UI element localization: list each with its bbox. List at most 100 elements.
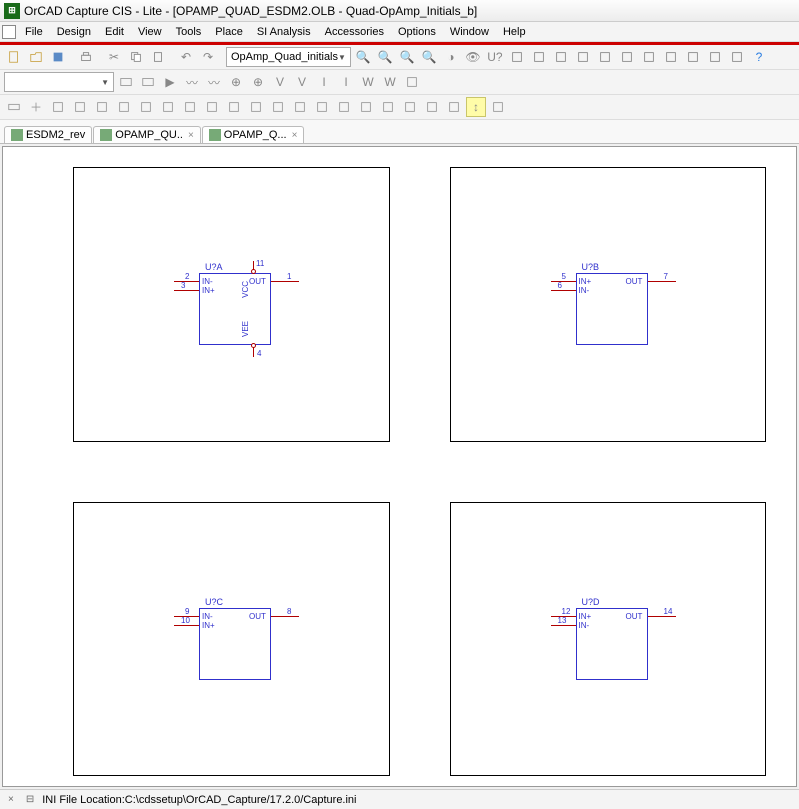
t2-a[interactable] [116, 72, 136, 92]
t3-2[interactable] [26, 97, 46, 117]
t3-22[interactable]: ↕ [466, 97, 486, 117]
opamp-symbol[interactable]: U?B IN+ IN- OUT 5 6 7 [546, 258, 696, 388]
opamp-symbol[interactable]: U?A IN- IN+ OUT 2 3 1 VCC 11 VEE 4 [169, 258, 319, 388]
zoom-fit-button[interactable]: 🔍 [419, 47, 439, 67]
pin-wire [648, 616, 676, 617]
t3-7[interactable] [136, 97, 156, 117]
t3-10[interactable] [202, 97, 222, 117]
help-button[interactable]: ? [749, 47, 769, 67]
close-icon[interactable]: × [188, 130, 194, 141]
part-selector[interactable]: OpAmp_Quad_initials ▼ [226, 47, 351, 67]
undo-button[interactable]: ↶ [176, 47, 196, 67]
selector-2[interactable]: ▼ [4, 72, 114, 92]
tool-u1[interactable]: U? [485, 47, 505, 67]
tool-i[interactable] [639, 47, 659, 67]
tab-icon [100, 129, 112, 141]
paste-button[interactable] [148, 47, 168, 67]
t2-b[interactable] [138, 72, 158, 92]
zoom-area-button[interactable]: 🔍 [397, 47, 417, 67]
zoom-in-button[interactable]: 🔍 [353, 47, 373, 67]
t3-19[interactable] [400, 97, 420, 117]
redo-button[interactable]: ↷ [198, 47, 218, 67]
tool-j[interactable] [661, 47, 681, 67]
schematic-canvas[interactable]: U?A IN- IN+ OUT 2 3 1 VCC 11 VEE 4 U?B I… [2, 146, 797, 787]
t3-4[interactable] [70, 97, 90, 117]
tool-c[interactable] [507, 47, 527, 67]
tool-k[interactable] [683, 47, 703, 67]
menu-design[interactable]: Design [50, 24, 98, 40]
tab-label: OPAMP_Q... [224, 129, 287, 141]
t2-m[interactable] [402, 72, 422, 92]
tool-f[interactable] [573, 47, 593, 67]
copy-button[interactable] [126, 47, 146, 67]
pin-label-in-bot: IN+ [202, 286, 215, 295]
t3-21[interactable] [444, 97, 464, 117]
t2-k[interactable]: W [358, 72, 378, 92]
status-bar: × ⊟ INI File Location:C:\cdssetup\OrCAD_… [0, 789, 799, 809]
t3-17[interactable] [356, 97, 376, 117]
t2-f[interactable]: ⊕ [248, 72, 268, 92]
t3-8[interactable] [158, 97, 178, 117]
t2-g[interactable]: V [270, 72, 290, 92]
menu-si-analysis[interactable]: SI Analysis [250, 24, 318, 40]
tool-d[interactable] [529, 47, 549, 67]
cut-button[interactable]: ✂ [104, 47, 124, 67]
t2-c[interactable]: 〰 [182, 72, 202, 92]
tab-esdm2[interactable]: ESDM2_rev [4, 126, 92, 143]
menu-place[interactable]: Place [208, 24, 250, 40]
status-close-icon[interactable]: × [4, 793, 18, 806]
menu-tools[interactable]: Tools [169, 24, 209, 40]
t3-6[interactable] [114, 97, 134, 117]
save-button[interactable] [48, 47, 68, 67]
tab-opamp-2[interactable]: OPAMP_Q... × [202, 126, 305, 143]
t2-i[interactable]: I [314, 72, 334, 92]
new-button[interactable] [4, 47, 24, 67]
tool-l[interactable] [705, 47, 725, 67]
tool-b[interactable]: 👁 [463, 47, 483, 67]
tool-e[interactable] [551, 47, 571, 67]
t3-12[interactable] [246, 97, 266, 117]
menu-accessories[interactable]: Accessories [318, 24, 391, 40]
t3-1[interactable] [4, 97, 24, 117]
t3-15[interactable] [312, 97, 332, 117]
pin-wire [174, 290, 199, 291]
t2-j[interactable]: I [336, 72, 356, 92]
t2-play[interactable]: ▶ [160, 72, 180, 92]
open-button[interactable] [26, 47, 46, 67]
print-button[interactable] [76, 47, 96, 67]
tool-m[interactable] [727, 47, 747, 67]
system-menu-icon[interactable] [2, 25, 16, 39]
t3-11[interactable] [224, 97, 244, 117]
t3-23[interactable] [488, 97, 508, 117]
menu-file[interactable]: File [18, 24, 50, 40]
t2-e[interactable]: ⊕ [226, 72, 246, 92]
t3-18[interactable] [378, 97, 398, 117]
menu-window[interactable]: Window [443, 24, 496, 40]
close-icon[interactable]: × [292, 130, 298, 141]
menu-options[interactable]: Options [391, 24, 443, 40]
t2-h[interactable]: V [292, 72, 312, 92]
t3-14[interactable] [290, 97, 310, 117]
tool-a[interactable]: ◑ [441, 47, 461, 67]
t3-3[interactable] [48, 97, 68, 117]
opamp-symbol[interactable]: U?D IN+ IN- OUT 12 13 14 [546, 593, 696, 723]
menu-edit[interactable]: Edit [98, 24, 131, 40]
pin-wire [174, 625, 199, 626]
tab-opamp-1[interactable]: OPAMP_QU.. × [93, 126, 201, 143]
t3-16[interactable] [334, 97, 354, 117]
tab-icon [11, 129, 23, 141]
t3-20[interactable] [422, 97, 442, 117]
t2-l[interactable]: W [380, 72, 400, 92]
menu-help[interactable]: Help [496, 24, 533, 40]
t2-d[interactable]: 〰 [204, 72, 224, 92]
tool-h[interactable] [617, 47, 637, 67]
t3-9[interactable] [180, 97, 200, 117]
t3-5[interactable] [92, 97, 112, 117]
menu-view[interactable]: View [131, 24, 169, 40]
status-pin-icon[interactable]: ⊟ [22, 793, 38, 806]
t3-13[interactable] [268, 97, 288, 117]
toolbar-1: ✂ ↶ ↷ OpAmp_Quad_initials ▼ 🔍 🔍 🔍 🔍 ◑ 👁 … [0, 45, 799, 70]
opamp-symbol[interactable]: U?C IN- IN+ OUT 9 10 8 [169, 593, 319, 723]
zoom-out-button[interactable]: 🔍 [375, 47, 395, 67]
tool-g[interactable] [595, 47, 615, 67]
